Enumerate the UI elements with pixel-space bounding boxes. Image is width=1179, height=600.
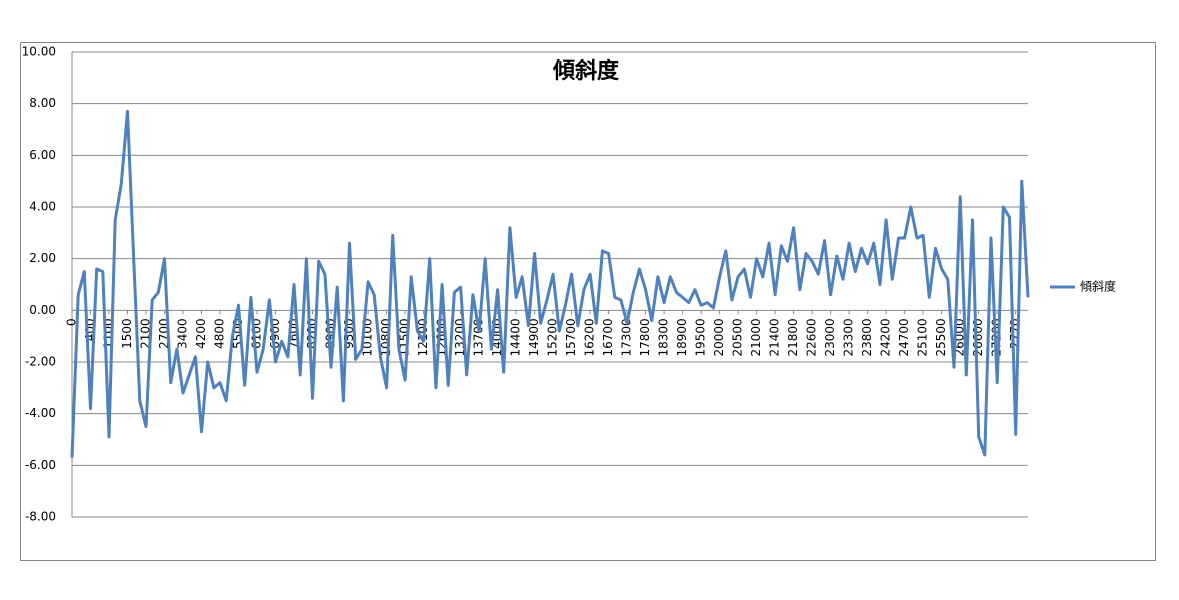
x-tick-label: 22600 [805,318,819,356]
x-tick-label: 4800 [213,318,227,349]
x-tick-label: 24700 [897,318,911,356]
x-tick-label: 1500 [120,318,134,349]
x-tick-label: 14900 [527,318,541,356]
x-tick-label: 2770 [1008,318,1022,349]
x-tick-label: 21000 [749,318,763,356]
y-tick-label: 0.00 [29,303,56,317]
x-tick-label: 17300 [620,318,634,356]
x-tick-label: 25100 [916,318,930,356]
x-tick-label: 18900 [675,318,689,356]
x-tick-label: 15700 [564,318,578,356]
x-tick-label: 26600 [971,318,985,356]
x-tick-label: 25500 [934,318,948,356]
x-tick-label: 23000 [823,318,837,356]
chart-border [20,42,1156,561]
x-tick-label: 20000 [712,318,726,356]
y-tick-label: -4.00 [25,406,56,420]
x-tick-label: 16700 [601,318,615,356]
x-tick-label: 13700 [472,318,486,356]
x-tick-label: 18300 [657,318,671,356]
data-line [70,109,1030,458]
x-tick-label: 24200 [879,318,893,356]
x-tick-label: 21400 [768,318,782,356]
x-tick-label: 23800 [860,318,874,356]
x-tick-label: 14400 [509,318,523,356]
x-tick-label: 3400 [176,318,190,349]
legend-label: 傾斜度 [1080,279,1116,294]
y-tick-label: -2.00 [25,355,56,369]
y-tick-label: 6.00 [29,148,56,162]
x-tick-label: 0 [65,318,79,326]
x-tick-label: 16200 [583,318,597,356]
y-tick-label: 8.00 [29,96,56,110]
y-tick-label: 2.00 [29,251,56,265]
x-tick-label: 21800 [786,318,800,356]
x-tick-label: 15200 [546,318,560,356]
x-tick-label: 20500 [731,318,745,356]
y-tick-label: 10.00 [22,45,56,59]
x-tick-label: 17800 [638,318,652,356]
y-tick-label: 4.00 [29,200,56,214]
chart-title: 傾斜度 [552,58,620,84]
x-tick-label: 19500 [694,318,708,356]
y-tick-label: -6.00 [25,458,56,472]
x-tick-label: 23300 [842,318,856,356]
x-tick-label: 4200 [194,318,208,349]
y-tick-label: -8.00 [25,510,56,524]
